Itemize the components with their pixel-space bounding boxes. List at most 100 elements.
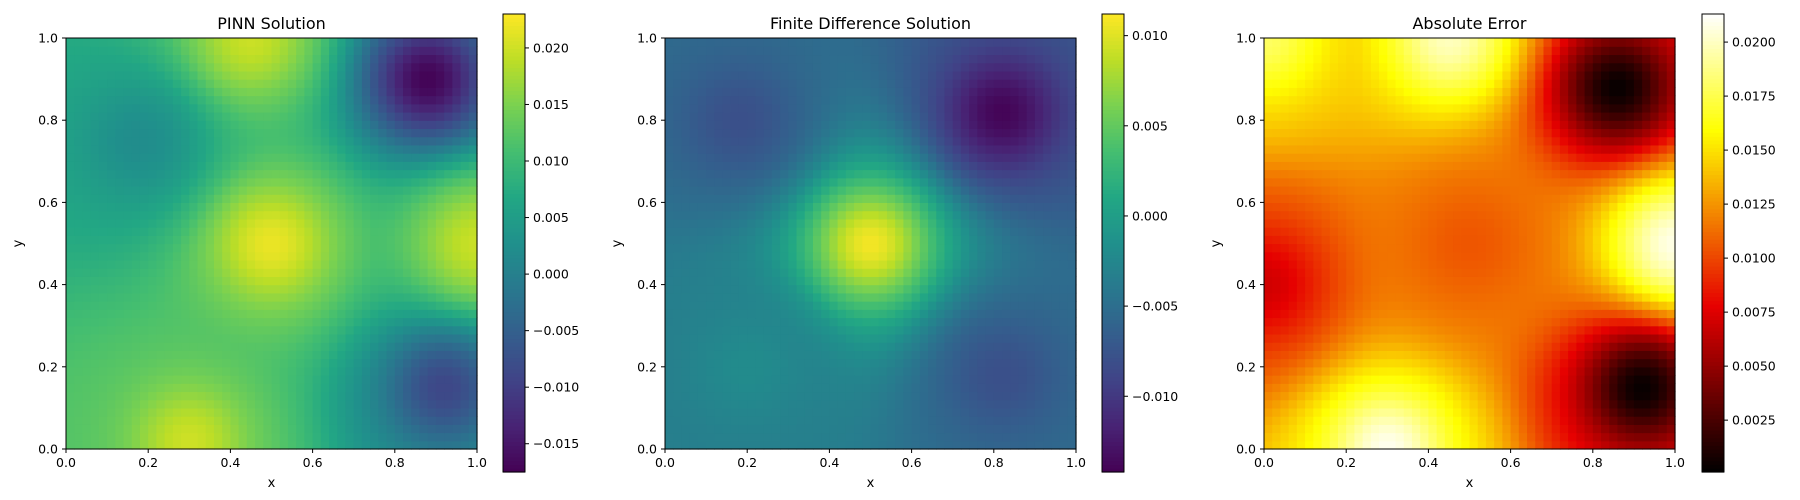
heatmap-cell xyxy=(230,62,240,72)
heatmap-cell xyxy=(763,317,773,327)
heatmap-cell xyxy=(993,202,1003,212)
heatmap-cell xyxy=(312,128,322,138)
heatmap-cell xyxy=(845,161,855,171)
heatmap-cell xyxy=(279,161,289,171)
heatmap-cell xyxy=(66,333,75,343)
heatmap-cell xyxy=(361,62,371,72)
heatmap-cell xyxy=(419,358,429,368)
heatmap-cell xyxy=(139,144,149,154)
heatmap-cell xyxy=(345,185,355,195)
heatmap-cell xyxy=(681,227,691,236)
heatmap-cell xyxy=(148,292,158,302)
heatmap-cell xyxy=(1059,333,1069,343)
heatmap-cell xyxy=(993,375,1003,384)
heatmap-cell xyxy=(919,210,929,220)
heatmap-cell xyxy=(796,317,806,327)
heatmap-cell xyxy=(156,46,166,56)
heatmap-cell xyxy=(878,391,888,401)
heatmap-cell xyxy=(665,391,674,401)
heatmap-cell xyxy=(66,317,75,327)
heatmap-cell xyxy=(977,218,987,228)
heatmap-cell xyxy=(985,185,995,195)
heatmap-cell xyxy=(1002,87,1011,97)
heatmap-cell xyxy=(854,103,863,113)
heatmap-cell xyxy=(936,169,946,179)
heatmap-cell xyxy=(386,399,396,409)
y-tick-label: 1.0 xyxy=(38,31,58,46)
heatmap-cell xyxy=(903,202,913,212)
heatmap-cell xyxy=(246,194,256,203)
heatmap-cell xyxy=(164,38,174,47)
heatmap-cell xyxy=(131,391,141,401)
heatmap-cell xyxy=(361,194,371,203)
heatmap-cell xyxy=(665,366,674,376)
colorbar-segment xyxy=(503,78,525,84)
heatmap-cell xyxy=(139,276,149,286)
heatmap-cell xyxy=(1067,243,1077,253)
heatmap-cell xyxy=(862,432,872,442)
heatmap-cell xyxy=(148,407,158,417)
heatmap-cell xyxy=(673,333,683,343)
heatmap-cell xyxy=(444,399,453,409)
heatmap-cell xyxy=(837,185,847,195)
heatmap-cell xyxy=(312,54,322,64)
heatmap-cell xyxy=(985,309,995,319)
heatmap-cell xyxy=(115,383,125,393)
heatmap-cell xyxy=(444,210,453,220)
heatmap-cell xyxy=(427,358,437,368)
heatmap-cell xyxy=(246,375,256,384)
heatmap-cell xyxy=(812,79,822,88)
heatmap-cell xyxy=(878,259,888,269)
heatmap-cell xyxy=(427,350,437,360)
heatmap-cell xyxy=(74,259,84,269)
heatmap-cell xyxy=(763,243,773,253)
colorbar-segment xyxy=(503,235,525,240)
heatmap-cell xyxy=(222,416,231,425)
heatmap-cell xyxy=(862,309,872,319)
heatmap-cell xyxy=(771,366,781,376)
heatmap-cell xyxy=(419,46,429,56)
heatmap-cell xyxy=(936,144,946,154)
heatmap-cell xyxy=(960,251,970,261)
colorbar-segment xyxy=(503,143,525,149)
heatmap-cell xyxy=(361,301,371,310)
heatmap-cell xyxy=(279,358,289,368)
heatmap-cell xyxy=(164,399,174,409)
heatmap-cell xyxy=(845,103,855,113)
heatmap-cell xyxy=(131,128,141,138)
heatmap-cell xyxy=(903,79,913,88)
heatmap-cell xyxy=(353,301,363,310)
heatmap-cell xyxy=(238,268,248,277)
heatmap-cell xyxy=(181,432,190,442)
heatmap-cell xyxy=(304,95,314,105)
heatmap-cell xyxy=(919,416,929,425)
heatmap-cell xyxy=(460,169,470,179)
heatmap-cell xyxy=(460,424,470,434)
heatmap-cell xyxy=(1026,383,1036,393)
heatmap-cell xyxy=(312,38,322,47)
heatmap-cell xyxy=(780,407,789,417)
heatmap-cell xyxy=(263,243,273,253)
heatmap-cell xyxy=(172,79,182,88)
heatmap-cell xyxy=(222,202,231,212)
heatmap-cell xyxy=(444,358,453,368)
heatmap-cell xyxy=(271,87,281,97)
heatmap-cell xyxy=(788,375,798,384)
heatmap-cell xyxy=(763,120,773,130)
heatmap-cell xyxy=(763,128,773,138)
heatmap-cell xyxy=(895,120,904,130)
heatmap-cell xyxy=(738,79,748,88)
heatmap-cell xyxy=(829,202,839,212)
heatmap-cell xyxy=(977,243,987,253)
heatmap-cell xyxy=(911,268,921,277)
heatmap-cell xyxy=(665,210,674,220)
heatmap-cell xyxy=(238,309,248,319)
heatmap-cell xyxy=(411,366,421,376)
heatmap-cell xyxy=(1026,243,1036,253)
heatmap-cell xyxy=(255,251,264,261)
colorbar-segment xyxy=(503,323,525,328)
heatmap-cell xyxy=(960,136,970,146)
heatmap-cell xyxy=(993,276,1003,286)
heatmap-cell xyxy=(90,350,100,360)
heatmap-cell xyxy=(189,161,199,171)
